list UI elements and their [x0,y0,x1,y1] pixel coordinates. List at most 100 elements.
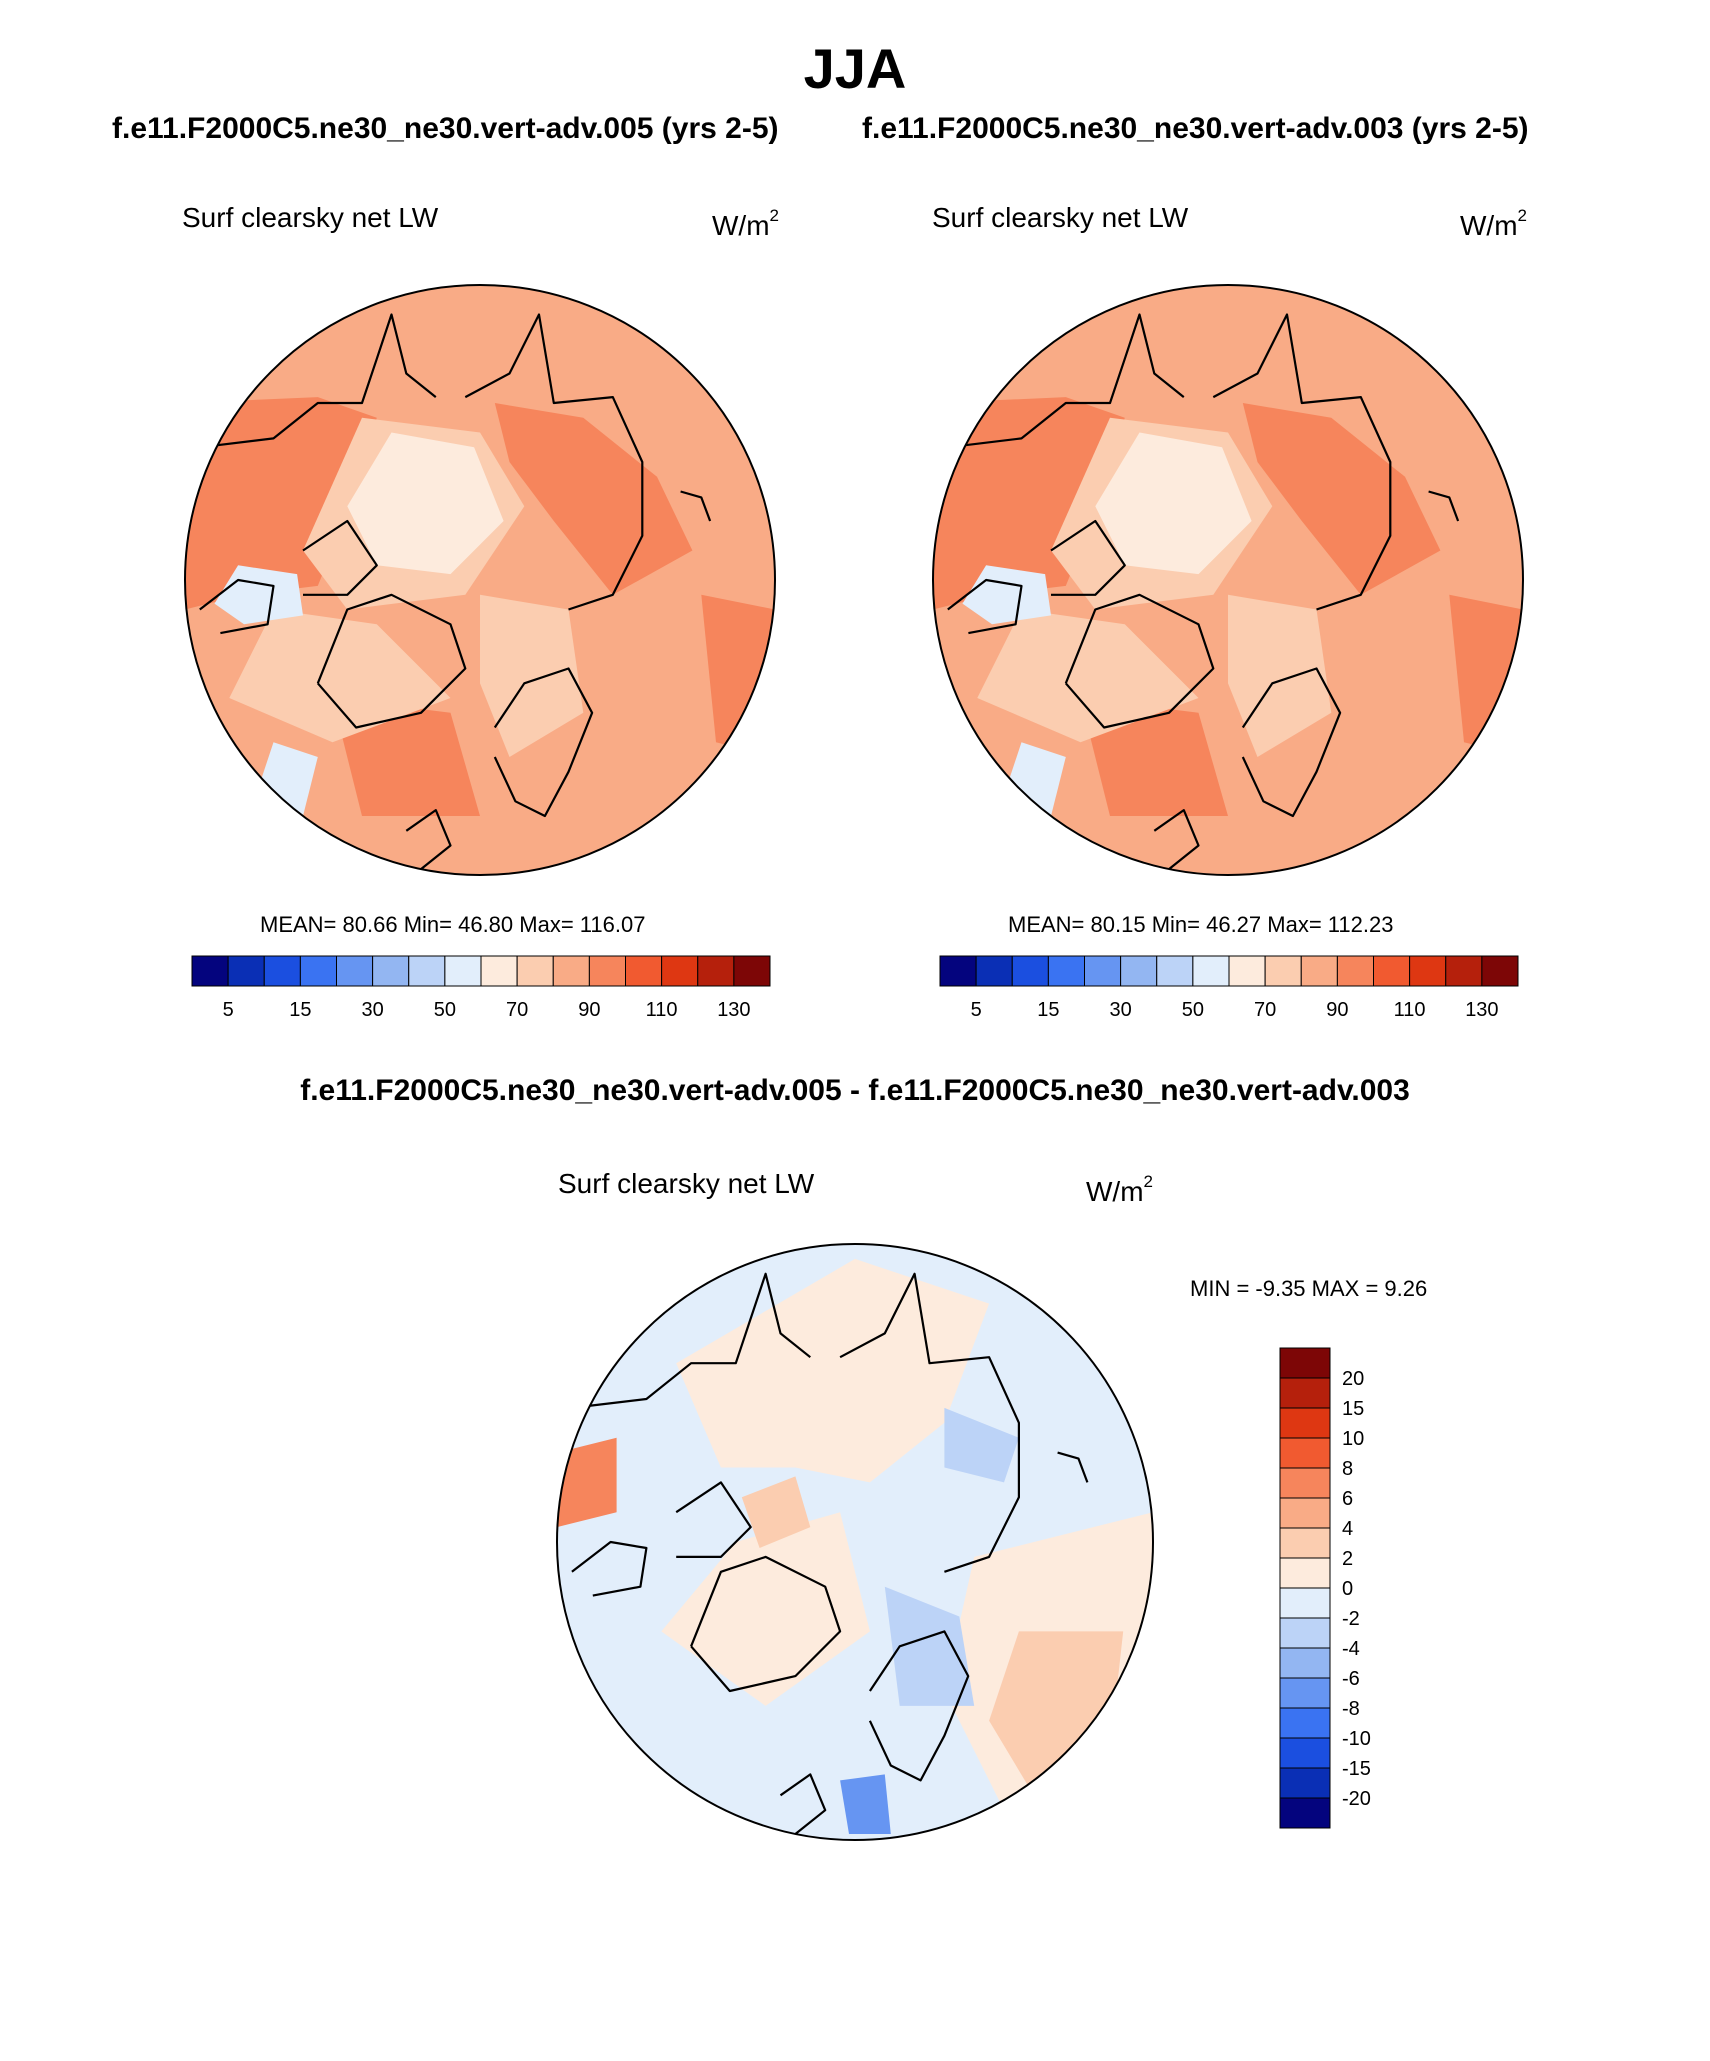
map-case-b-border [932,284,1524,876]
case-b-header: f.e11.F2000C5.ne30_ne30.vert-adv.003 (yr… [862,112,1529,145]
colorbar-difference-label: 15 [1342,1398,1364,1420]
colorbar-case-a-box [191,955,229,987]
colorbar-case-b-box [1156,955,1194,987]
colorbar-difference-label: 8 [1342,1458,1353,1480]
coastline-sakhalin [680,490,712,522]
colorbar-case-a-box [227,955,265,987]
diff-panel-units: W/m2 [1086,1172,1153,1207]
colorbar-case-a-box [516,955,554,987]
colorbar-case-b-label: 50 [1182,999,1204,1021]
colorbar-difference-label: 0 [1342,1578,1353,1600]
field-low-europe [1228,594,1332,757]
coastline-hudson-bay [571,1540,648,1597]
coastline-archipelago [302,519,378,596]
panel-a-stats: MEAN= 80.66 Min= 46.80 Max= 116.07 [260,912,646,937]
coastline-hudson-bay [947,578,1023,635]
colorbar-difference-label: 2 [1342,1548,1353,1570]
field-cold-atlantic [258,742,318,816]
colorbar-difference-label: -8 [1342,1698,1360,1720]
colorbar-case-a-box [588,955,626,987]
difference-header: f.e11.F2000C5.ne30_ne30.vert-adv.005 - f… [300,1074,1410,1107]
colorbar-difference-box [1279,1587,1331,1619]
field-neg-scandinavia [884,1586,975,1706]
colorbar-case-b-box [1481,955,1519,987]
map-case-a-border [184,284,776,876]
coastline-hudson-bay [199,578,275,635]
case-a-header: f.e11.F2000C5.ne30_ne30.vert-adv.005 (yr… [112,112,779,145]
colorbar-case-a-box [372,955,410,987]
field-strongpos-west [557,1437,617,1528]
colorbar-difference-box [1279,1467,1331,1499]
colorbar-case-b: 5 15 30 50 70 90 110 130 [939,955,1519,1021]
colorbar-difference-label: -10 [1342,1728,1371,1750]
field-low-greenland [229,609,451,743]
map-difference [556,1243,1154,1841]
field-pos-north [676,1258,990,1483]
colorbar-case-a-box [552,955,590,987]
panel-b-units: W/m2 [1460,206,1527,241]
panel-b-stats: MEAN= 80.15 Min= 46.27 Max= 112.23 [1008,912,1394,937]
colorbar-case-b-box [1409,955,1447,987]
coastline-scandinavia [493,667,594,818]
colorbar-difference-box [1279,1797,1331,1829]
coastline-scandinavia [1241,667,1342,818]
colorbar-case-b-box [1300,955,1338,987]
colorbar-difference-box [1279,1557,1331,1589]
colorbar-case-b-box [1011,955,1049,987]
colorbar-case-b-box [1192,955,1230,987]
colorbar-case-a-box [263,955,301,987]
diff-panel-stats: MIN = -9.35 MAX = 9.26 [1190,1276,1428,1301]
panel-b-variable: Surf clearsky net LW [932,202,1189,233]
colorbar-case-a-box [733,955,771,987]
colorbar-case-a-box [625,955,663,987]
colorbar-case-b-label: 30 [1110,999,1132,1021]
map-case-a [184,284,776,876]
colorbar-difference-box [1279,1437,1331,1469]
colorbar-difference-label: -2 [1342,1608,1360,1630]
coastline-scandinavia [868,1630,970,1782]
colorbar-case-b-label: 130 [1465,999,1498,1021]
colorbar-case-a-label: 5 [223,999,234,1021]
field-high-siberia [1242,403,1441,595]
colorbar-case-b-box [1373,955,1411,987]
coastline-greenland [1064,593,1215,729]
colorbar-case-a-label: 70 [506,999,528,1021]
colorbar-case-b-box [1336,955,1374,987]
colorbar-difference-label: 4 [1342,1518,1353,1540]
coastline-siberia [839,1272,1020,1573]
colorbar-case-b-label: 5 [971,999,982,1021]
coastline-siberia [464,313,644,611]
colorbar-case-a-label: 30 [362,999,384,1021]
field-low-europe [480,594,584,757]
colorbar-case-a-label: 110 [646,999,678,1021]
colorbar-case-a-label: 90 [578,999,600,1021]
colorbar-case-a: 5 15 30 50 70 90 110 130 [191,955,771,1021]
colorbar-case-a-box [408,955,446,987]
colorbar-case-b-box [1445,955,1483,987]
coastline-alaska [571,1272,811,1409]
coastline-greenland [316,593,467,729]
field-neg-europe [840,1774,891,1834]
map-case-b-field [933,285,1523,875]
colorbar-difference-box [1279,1677,1331,1709]
colorbar-difference-label: -6 [1342,1668,1360,1690]
colorbar-case-a-box [444,955,482,987]
coastline-sakhalin [1057,1451,1089,1483]
colorbar-difference-box [1279,1767,1331,1799]
colorbar-case-b-label: 90 [1326,999,1348,1021]
field-low-greenland [977,609,1199,743]
coastline-archipelago [1050,519,1126,596]
colorbar-case-a-box [336,955,374,987]
coastline-alaska [199,313,437,449]
colorbar-case-a-label: 50 [434,999,456,1021]
coastline-britain [405,809,452,870]
colorbar-difference-box [1279,1617,1331,1649]
coastline-britain [1153,809,1200,870]
colorbar-case-a-box [697,955,735,987]
colorbar-difference-label: -20 [1342,1788,1371,1810]
colorbar-case-b-box [1264,955,1302,987]
colorbar-difference-box [1279,1497,1331,1529]
colorbar-case-b-box [1047,955,1085,987]
colorbar-case-b-label: 110 [1394,999,1426,1021]
